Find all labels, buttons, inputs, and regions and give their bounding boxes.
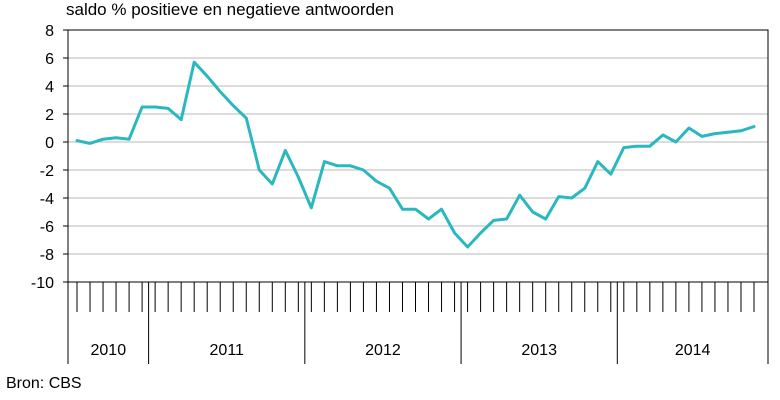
data-series (75, 60, 756, 249)
y-tick-label: 4 (45, 79, 54, 96)
series-line (75, 60, 756, 249)
y-tick-label: -8 (40, 247, 54, 264)
y-tick-labels: 8 6 4 2 0 -2 -4 -6 -8 -10 (31, 23, 68, 292)
y-tick-label: 2 (45, 107, 54, 124)
x-year-label: 2010 (91, 342, 127, 359)
y-tick-label: -2 (40, 163, 54, 180)
y-axis-label: saldo % positieve en negatieve antwoorde… (66, 0, 394, 19)
y-tick-label: -6 (40, 219, 54, 236)
plot-frame (67, 29, 769, 283)
x-year-label: 2012 (365, 342, 401, 359)
x-axis: 2010 2011 2012 2013 2014 (67, 282, 769, 364)
source-note: Bron: CBS (6, 375, 82, 392)
grid-lines (68, 57, 768, 255)
y-tick-label: 6 (45, 51, 54, 68)
x-year-label: 2011 (210, 342, 245, 359)
x-year-label: 2014 (675, 342, 711, 359)
x-year-label: 2013 (521, 342, 557, 359)
y-tick-label: 8 (45, 23, 54, 40)
y-tick-label: -10 (31, 275, 54, 292)
y-tick-label: -4 (40, 191, 54, 208)
y-tick-label: 0 (45, 135, 54, 152)
